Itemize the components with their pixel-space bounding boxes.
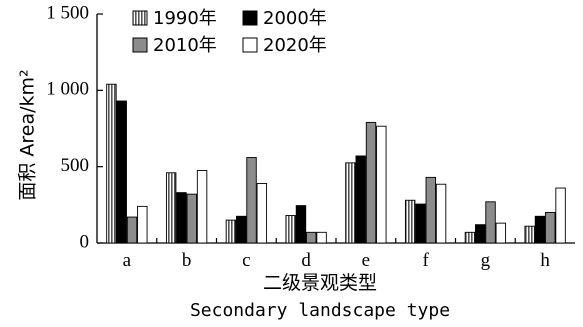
bar-e-3 <box>365 121 377 244</box>
bar-d-4 <box>316 231 327 244</box>
bar-g-4 <box>495 222 507 244</box>
bar-c-2 <box>236 215 247 244</box>
legend-label-1: 1990年 <box>153 8 217 29</box>
category-label-f: f <box>422 250 429 271</box>
y-tick-label: 0 <box>80 231 90 252</box>
category-label-e: e <box>362 250 370 271</box>
bar-h-1 <box>524 225 535 244</box>
bar-d-1 <box>285 215 296 244</box>
bar-a-1 <box>106 83 117 244</box>
x-axis-title-cn: 二级景观类型 <box>263 272 377 294</box>
y-tick-label: 500 <box>61 155 90 176</box>
legend-swatch-2 <box>242 10 258 26</box>
y-axis-title-text: 面积 Area/km² <box>17 69 39 200</box>
bar-e-1 <box>345 162 356 244</box>
bar-c-1 <box>225 219 237 244</box>
bar-h-4 <box>555 187 566 244</box>
category-label-b: b <box>182 250 192 271</box>
bar-a-3 <box>126 216 138 244</box>
legend-label-4: 2020年 <box>263 35 327 56</box>
bar-b-4 <box>196 170 208 244</box>
bar-g-2 <box>475 224 486 244</box>
bar-e-4 <box>376 125 387 244</box>
x-axis-title-en: Secondary landscape type <box>190 300 450 321</box>
y-tick-label: 1 000 <box>46 79 89 100</box>
bar-a-4 <box>137 205 148 244</box>
bar-h-3 <box>545 212 556 244</box>
category-label-d: d <box>301 250 311 271</box>
category-label-c: c <box>242 250 250 271</box>
bar-g-1 <box>464 231 476 244</box>
bar-f-1 <box>404 199 416 244</box>
legend-swatch-1 <box>132 10 148 26</box>
bar-b-2 <box>176 192 187 244</box>
bar-f-4 <box>435 183 447 244</box>
bar-b-3 <box>186 193 197 244</box>
bar-e-2 <box>355 155 366 244</box>
legend-label-3: 2010年 <box>153 35 217 56</box>
bar-h-2 <box>534 215 546 244</box>
bar-d-3 <box>306 231 317 244</box>
legend-swatch-4 <box>242 37 258 53</box>
y-ticks: 0 500 1 000 1 500 <box>46 2 103 252</box>
category-label-h: h <box>540 250 550 271</box>
legend-swatch-3 <box>132 37 148 53</box>
bar-b-1 <box>165 172 177 244</box>
y-tick-label: 1 500 <box>46 2 89 23</box>
category-label-a: a <box>123 250 132 271</box>
bar-a-2 <box>116 100 127 244</box>
category-labels: a b c d e f g h <box>123 250 551 271</box>
bar-d-2 <box>295 205 307 244</box>
bar-f-2 <box>415 203 426 244</box>
bar-g-3 <box>485 201 496 244</box>
y-axis-title: 面积 Area/km² <box>17 69 39 200</box>
legend: 1990年 2000年 2010年 2020年 <box>132 8 327 56</box>
category-label-g: g <box>481 250 491 271</box>
legend-label-2: 2000年 <box>263 8 327 29</box>
x-ticks <box>156 238 516 243</box>
bar-f-3 <box>425 176 436 244</box>
bar-c-4 <box>256 183 268 244</box>
bars <box>106 83 566 244</box>
bar-c-3 <box>246 157 257 244</box>
